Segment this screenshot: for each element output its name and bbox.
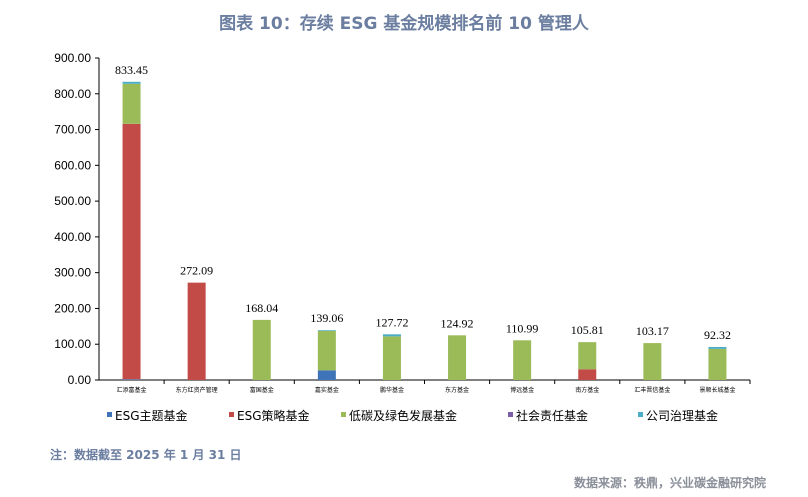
- y-tick-label: 0.00: [68, 373, 92, 387]
- legend-label: ESG策略基金: [237, 408, 310, 423]
- legend-swatch: [638, 412, 643, 417]
- bar-segment: [448, 335, 467, 380]
- bar-segment: [122, 379, 141, 380]
- x-tick-label: 鹏华基金: [380, 386, 404, 394]
- chart-legend: ESG主题基金 ESG策略基金 低碳及绿色发展基金 社会责任基金 公司治理基金: [107, 408, 718, 423]
- legend-label: 低碳及绿色发展基金: [349, 408, 457, 423]
- x-tick-label: 汇添富基金: [117, 386, 147, 394]
- y-tick-label: 100.00: [54, 337, 91, 351]
- total-data-label: 103.17: [636, 324, 669, 338]
- total-data-label: 92.32: [704, 328, 731, 342]
- y-tick-label: 200.00: [54, 301, 91, 315]
- legend-swatch: [229, 412, 234, 417]
- legend-swatch: [508, 412, 513, 417]
- bar-segment: [122, 123, 141, 380]
- chart-title: 图表 10：存续 ESG 基金规模排名前 10 管理人: [219, 14, 589, 34]
- bar-segment: [513, 340, 532, 380]
- total-data-label: 105.81: [571, 323, 604, 337]
- bar-segment: [708, 346, 727, 349]
- y-tick-label: 600.00: [54, 158, 91, 172]
- y-tick-label: 400.00: [54, 230, 91, 244]
- x-tick-label: 东方红资产管理: [176, 386, 218, 394]
- chart-axes: 0.00 100.00 200.00 300.00 400.00 500.00 600.00…: [54, 51, 751, 394]
- bar-segment: [317, 330, 336, 371]
- x-tick-label: 富国基金: [250, 386, 274, 394]
- total-data-label: 272.09: [180, 264, 213, 278]
- data-source: 数据来源：秩鼎，兴业碳金融研究院: [573, 476, 766, 490]
- y-tick-label: 500.00: [54, 194, 91, 208]
- bar-segment: [708, 348, 727, 380]
- total-data-label: 833.45: [115, 63, 148, 77]
- y-tick-label: 700.00: [54, 123, 91, 137]
- bar-segment: [252, 319, 271, 380]
- y-tick-label: 800.00: [54, 87, 91, 101]
- total-data-label: 139.06: [310, 311, 343, 325]
- bar-segment: [317, 330, 336, 331]
- x-tick-label: 东方基金: [445, 386, 469, 394]
- total-data-label: 127.72: [375, 315, 408, 329]
- bar-segment: [187, 282, 206, 380]
- legend-swatch: [107, 412, 112, 417]
- y-tick-label: 300.00: [54, 266, 91, 280]
- chart-bars: [122, 81, 727, 380]
- bar-segment: [122, 83, 141, 124]
- total-data-label: 124.92: [441, 316, 474, 330]
- bar-segment: [578, 369, 597, 380]
- total-data-label: 110.99: [506, 321, 539, 335]
- legend-swatch: [341, 412, 346, 417]
- y-tick-label: 900.00: [54, 51, 91, 65]
- bar-segment: [578, 342, 597, 370]
- x-tick-label: 景顺长城基金: [699, 386, 735, 394]
- bar-segment: [643, 343, 662, 380]
- x-tick-label: 博远基金: [510, 386, 534, 394]
- x-tick-label: 南方基金: [575, 386, 599, 394]
- x-tick-label: 汇丰晋信基金: [634, 386, 670, 394]
- x-tick-label: 嘉实基金: [315, 386, 339, 394]
- legend-label: 社会责任基金: [516, 408, 588, 423]
- bar-segment: [317, 370, 336, 380]
- bar-segment: [122, 81, 141, 84]
- bar-segment: [382, 336, 401, 380]
- legend-label: ESG主题基金: [115, 408, 188, 423]
- total-data-label: 168.04: [245, 301, 278, 315]
- bar-segment: [382, 334, 401, 337]
- footnote: 注：数据截至 2025 年 1 月 31 日: [50, 448, 242, 462]
- chart-data-labels: 833.45 272.09 168.04 139.06 127.72 124.92 110.…: [115, 63, 731, 342]
- legend-label: 公司治理基金: [646, 408, 718, 423]
